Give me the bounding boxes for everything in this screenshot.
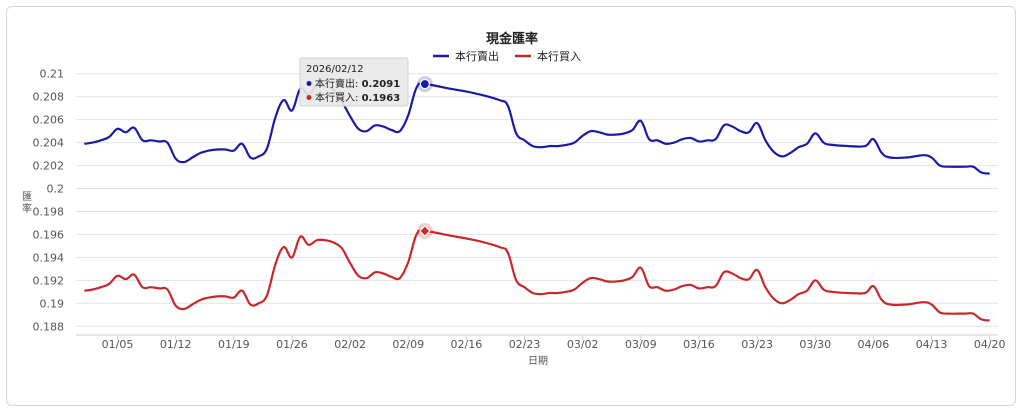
y-tick-label: 0.208 (33, 91, 65, 104)
y-axis-label-char: 率 (22, 202, 32, 215)
x-tick-label: 01/05 (102, 338, 134, 351)
x-tick-label: 04/13 (916, 338, 948, 351)
y-tick-label: 0.192 (33, 274, 65, 287)
y-tick-label: 0.196 (33, 228, 65, 241)
y-tick-label: 0.188 (33, 320, 65, 333)
x-tick-label: 01/26 (276, 338, 308, 351)
hover-point-sell (419, 78, 430, 90)
x-tick-label: 03/02 (567, 338, 599, 351)
hover-markers (416, 76, 433, 239)
tooltip-bullet (306, 81, 312, 86)
x-tick-label: 02/23 (509, 338, 541, 351)
x-tick-label: 02/09 (392, 338, 424, 351)
chart-container (6, 6, 1016, 406)
x-tick-label: 02/16 (451, 338, 483, 351)
y-tick-label: 0.204 (33, 137, 65, 150)
series-line-sell (84, 82, 990, 175)
tooltip-row-name: 本行買入: (315, 91, 362, 104)
x-tick-label: 03/16 (683, 338, 715, 351)
tooltip-box (299, 57, 409, 107)
y-tick-label: 0.198 (33, 205, 65, 218)
series-line-buy (84, 229, 990, 322)
x-tick-label: 03/23 (741, 338, 773, 351)
y-tick-label: 0.194 (33, 251, 65, 264)
y-tick-label: 0.202 (33, 160, 65, 173)
x-tick-label: 01/19 (218, 338, 250, 351)
x-tick-label: 02/02 (334, 338, 366, 351)
tooltip-row-value: 0.1963 (362, 93, 401, 104)
y-tick-label: 0.2 (47, 183, 65, 196)
y-tick-label: 0.19 (40, 297, 65, 310)
y-axis-label: 匯率 (22, 191, 32, 215)
x-tick-label: 04/06 (858, 338, 890, 351)
legend-item-buy[interactable]: 本行買入 (537, 49, 581, 63)
tooltip-row: 本行買入: 0.1963 (315, 91, 400, 104)
tooltip-row-name: 本行賣出: (315, 77, 362, 90)
x-axis-label: 日期 (528, 355, 548, 367)
hover-point-buy (419, 225, 431, 237)
legend[interactable]: 本行賣出 本行買入 (433, 49, 581, 63)
tooltip-date: 2026/02/12 (306, 64, 364, 75)
y-tick-label: 0.206 (33, 114, 65, 127)
y-axis-label-char: 匯 (22, 191, 32, 203)
chart-title: 現金匯率 (486, 31, 538, 47)
grid-lines (76, 73, 998, 336)
y-axis-ticks: 0.188 0.19 0.192 0.194 0.196 0.198 0.2 0.202 0.2… (33, 68, 65, 334)
x-tick-label: 01/12 (160, 338, 192, 351)
x-tick-label: 03/30 (799, 338, 831, 351)
series-lines (84, 82, 990, 322)
tooltip-row-value: 0.2091 (362, 79, 401, 90)
tooltip-bullet (306, 95, 312, 100)
y-tick-label: 0.21 (40, 68, 65, 81)
x-axis-ticks: 01/05 01/12 01/19 01/26 02/02 02/09 02/16 02/23… (102, 335, 1006, 351)
x-tick-label: 03/09 (625, 338, 657, 351)
x-tick-label: 04/20 (974, 338, 1006, 351)
tooltip-row: 本行賣出: 0.2091 (315, 77, 400, 90)
legend-item-sell[interactable]: 本行賣出 (455, 49, 499, 63)
